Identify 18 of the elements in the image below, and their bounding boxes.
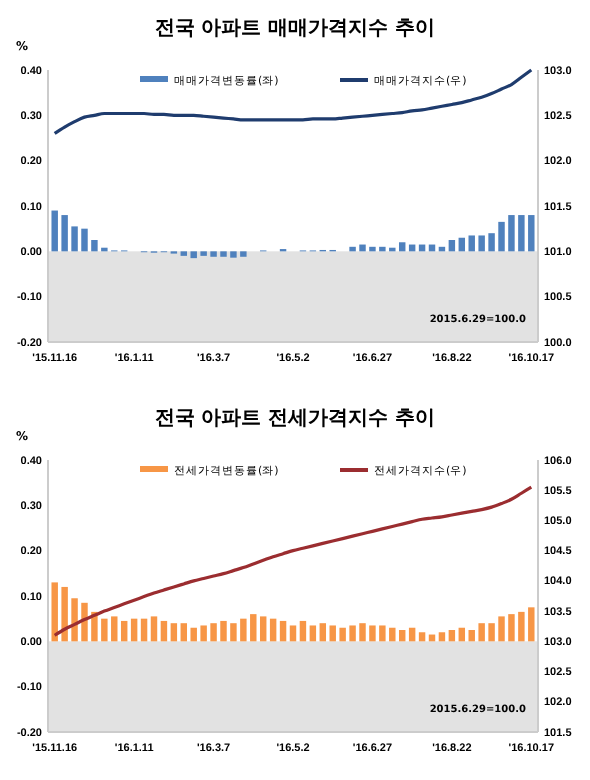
- bar: [140, 618, 148, 642]
- bar: [279, 620, 287, 642]
- bar: [438, 632, 446, 642]
- chart-title: 전국 아파트 매매가격지수 추이: [154, 18, 436, 40]
- bar: [269, 618, 277, 642]
- bar: [309, 625, 317, 642]
- bar: [130, 618, 138, 642]
- bar: [448, 240, 456, 252]
- bar: [448, 630, 456, 642]
- bar: [299, 620, 307, 642]
- bar: [160, 620, 168, 642]
- bar: [418, 632, 426, 642]
- bar: [170, 623, 178, 642]
- chart-title: 전국 아파트 전세가격지수 추이: [154, 408, 436, 430]
- line-series: [53, 485, 533, 637]
- bar: [150, 616, 158, 642]
- line-series: [53, 68, 533, 136]
- bar: [289, 625, 297, 642]
